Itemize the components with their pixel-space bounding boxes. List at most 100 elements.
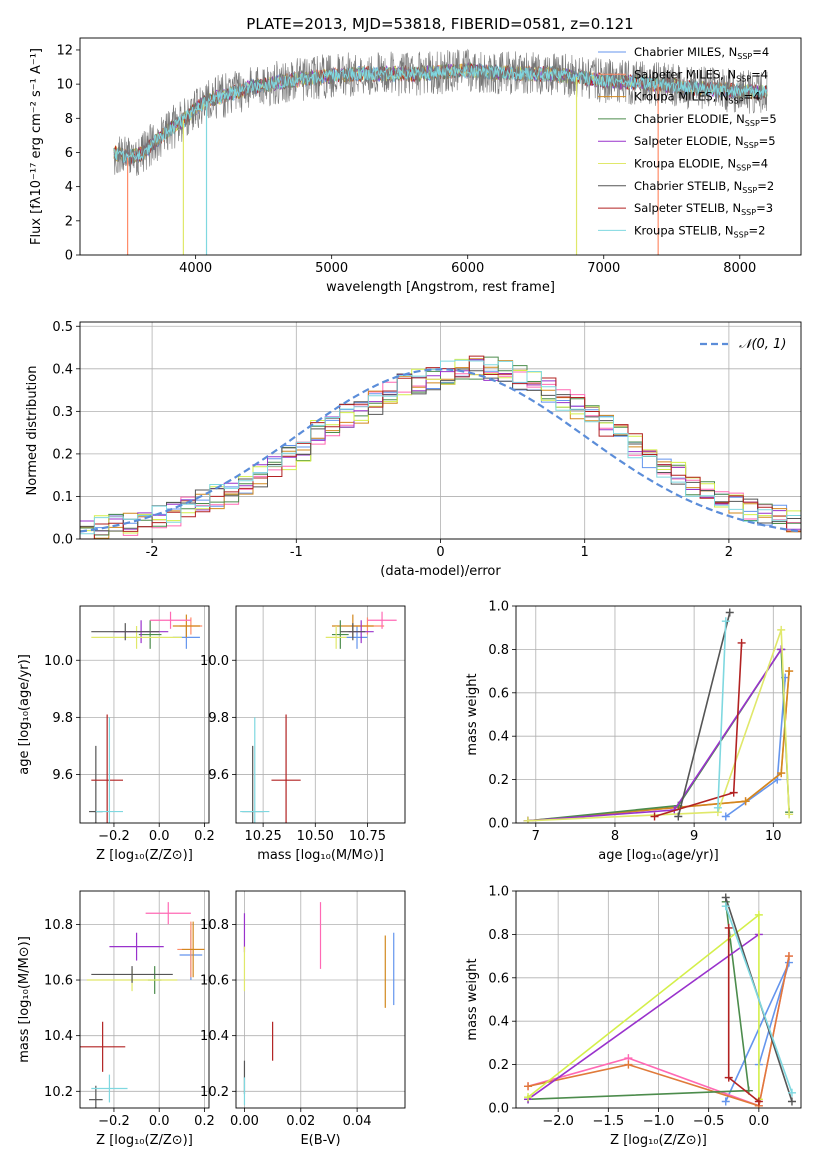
errorbar-point [346, 625, 368, 649]
errorbar-point [91, 714, 123, 823]
errorbar-point [340, 623, 366, 641]
y-tick-label: 0.5 [52, 320, 73, 335]
weight-point-marker [713, 803, 722, 812]
legend-label: Chabrier STELIB, NSSP=2 [634, 179, 774, 195]
axes-frame [515, 890, 802, 1109]
weight-vs-age-plot-area [523, 608, 794, 823]
weight-point-marker [523, 816, 532, 823]
weight-series-line [527, 933, 760, 1100]
x-tick-label: −1.0 [643, 1114, 675, 1129]
y-tick-label: 9.6 [208, 768, 229, 783]
histogram-step [80, 359, 801, 532]
errorbar-point [172, 614, 200, 638]
mass-vs-Z-panel: −0.2 0.0 0.2 10.2 10.4 10.6 10.8 Z [log₁₀(Z/Z⊙)… [17, 890, 215, 1148]
weight-series-line [677, 612, 731, 817]
x-tick-label: 0 [436, 545, 444, 560]
y-tick-label: 10.6 [44, 974, 73, 989]
weight-point-marker [741, 797, 750, 806]
errorbar-point [89, 1085, 103, 1108]
mass-vs-EBV-plot-area [243, 902, 395, 1106]
panels: 4000 5000 6000 7000 8000024681012wavelength … [17, 37, 802, 1148]
x-tick-label: −0.2 [98, 829, 130, 844]
errorbar-point [95, 717, 123, 823]
x-tick-label: 0.2 [194, 829, 215, 844]
figure-title: PLATE=2013, MJD=53818, FIBERID=0581, z=0… [246, 15, 633, 33]
weight-point-marker [721, 902, 730, 911]
weight-point-marker [785, 810, 794, 819]
x-axis-label: Z [log₁₀(Z/Z⊙)] [96, 848, 193, 863]
weight-point-marker [674, 812, 683, 821]
weight-point-marker [524, 1093, 533, 1102]
x-tick-label: −0.5 [693, 1114, 725, 1129]
mass-vs-Z-plot-area [80, 902, 205, 1108]
axes-frame [235, 605, 406, 824]
weight-series-line [527, 629, 790, 822]
x-axis-label: age [log₁₀(age/yr)] [598, 848, 719, 863]
legend-label: Salpeter MILES, NSSP=4 [634, 67, 768, 83]
axes-frame [79, 321, 802, 540]
axes-frame [235, 890, 406, 1109]
weight-point-marker [721, 893, 730, 902]
legend-label: 𝒩(0, 1) [739, 337, 786, 352]
errorbar-point [91, 623, 160, 641]
x-tick-label: 4000 [179, 261, 212, 276]
weight-point-marker [724, 923, 733, 932]
y-tick-label: 4 [65, 180, 73, 195]
y-axis-label: Flux [fλ10⁻¹⁷ erg cm⁻² s⁻¹ A⁻¹] [29, 48, 44, 245]
y-tick-label: 9.8 [208, 711, 229, 726]
weight-point-marker [725, 608, 734, 617]
y-axis-label: mass [log₁₀(M/M⊙)] [17, 936, 32, 1063]
y-tick-label: 0.0 [488, 1102, 509, 1117]
y-tick-label: 9.6 [52, 768, 73, 783]
residuals-panel: -2 -1 0 1 2 0.0 0.1 0.2 0.3 0.4 0.5 (data-model)/er… [25, 320, 802, 579]
weight-point-marker [777, 625, 786, 634]
x-tick-label: 1 [581, 545, 589, 560]
y-tick-label: 10.6 [200, 974, 229, 989]
x-tick-label: 10 [765, 829, 782, 844]
weight-vs-age-panel: 7 8 9 10 0.0 0.2 0.4 0.6 0.8 1.0 age [log₁₀(age/yr… [465, 600, 802, 863]
weight-point-marker [787, 1088, 796, 1097]
x-tick-label: 0.0 [149, 1114, 170, 1129]
x-tick-label: 7000 [587, 261, 620, 276]
errorbar-point [150, 611, 191, 629]
x-tick-label: 6000 [451, 261, 484, 276]
x-tick-label: 2 [725, 545, 733, 560]
y-tick-label: 1.0 [488, 885, 509, 900]
errorbar-point [80, 1021, 126, 1072]
histogram-step [80, 356, 801, 536]
x-tick-label: 0.0 [749, 1114, 770, 1129]
y-tick-label: 10.8 [44, 918, 73, 933]
x-axis-label: mass [log₁₀(M/M⊙)] [257, 848, 384, 863]
x-tick-label: -2 [146, 545, 159, 560]
errorbar-point [109, 932, 164, 961]
weight-vs-Z-panel: −2.0 −1.5 −1.0 −0.5 0.0 0.0 0.2 0.4 0.6 0.8 1.0 Z [… [465, 885, 802, 1148]
legend-label: Kroupa STELIB, NSSP=2 [634, 223, 765, 239]
y-axis-label: mass weight [465, 958, 480, 1040]
x-axis-label: (data-model)/error [380, 564, 501, 579]
weight-point-marker [624, 1060, 633, 1069]
weight-point-marker [787, 1097, 796, 1106]
x-axis-label: E(B-V) [300, 1133, 340, 1148]
y-tick-label: 0.4 [488, 730, 509, 745]
errorbar-point [138, 620, 162, 649]
x-tick-label: 8000 [723, 261, 756, 276]
weight-point-marker [724, 1073, 733, 1082]
y-tick-label: 0.6 [488, 971, 509, 986]
y-tick-label: 1.0 [488, 600, 509, 615]
weight-point-marker [754, 910, 763, 919]
spectrum-plot-area [113, 48, 768, 255]
x-tick-label: -1 [290, 545, 303, 560]
y-tick-label: 10.2 [44, 1085, 73, 1100]
age-vs-Z-panel: −0.2 0.0 0.2 9.6 9.8 10.0 Z [log₁₀(Z/Z⊙)] age [… [17, 605, 215, 863]
x-tick-label: 8 [611, 829, 619, 844]
axes-frame [79, 890, 210, 1109]
x-tick-label: −2.0 [542, 1114, 574, 1129]
axes-frame [515, 605, 802, 824]
errorbar-point [91, 1074, 128, 1103]
y-tick-label: 8 [65, 112, 73, 127]
spectrum-panel: 4000 5000 6000 7000 8000 0 2 4 6 8 10 12 wavelength … [29, 37, 802, 295]
normal-curve [80, 368, 801, 533]
axes-frame [79, 605, 210, 824]
